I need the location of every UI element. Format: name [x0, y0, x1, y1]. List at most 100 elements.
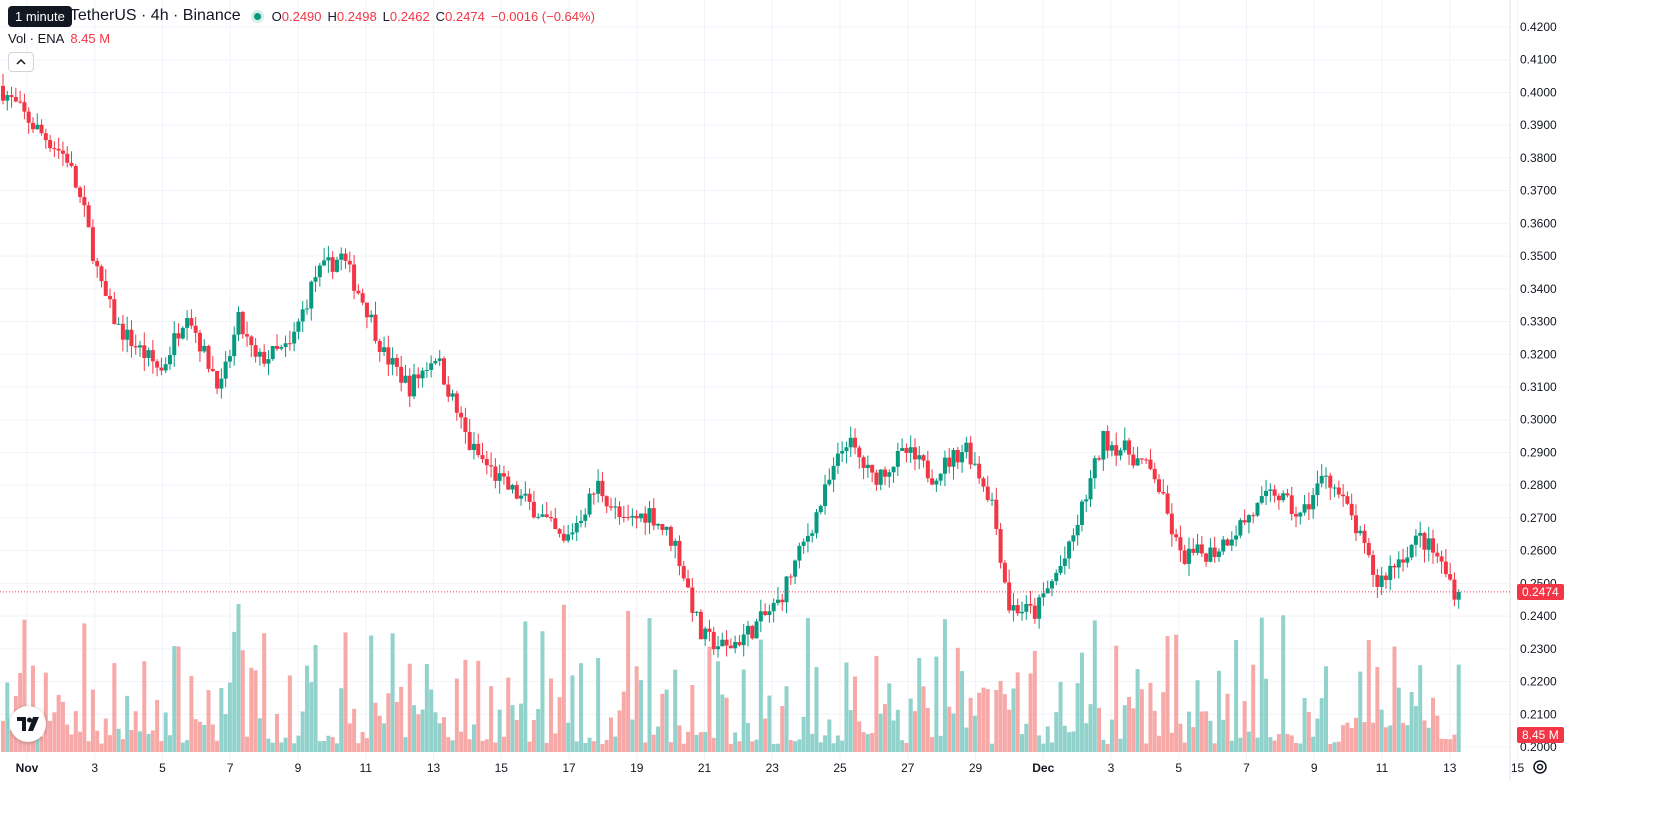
candle [26, 107, 31, 134]
volume-bar [1174, 634, 1179, 752]
candle [574, 515, 579, 542]
candle [716, 635, 721, 658]
candle [797, 542, 802, 569]
candle-body [861, 457, 866, 469]
candle [390, 347, 395, 376]
time-tick-label: 27 [901, 761, 915, 775]
collapse-legend-button[interactable] [8, 52, 34, 72]
candle-body [668, 526, 673, 546]
candle-body [1396, 559, 1401, 568]
candle-body [146, 350, 151, 358]
volume-bar [304, 665, 309, 752]
candle-body [1144, 459, 1149, 461]
gear-icon[interactable] [1530, 757, 1550, 777]
candle [476, 433, 481, 458]
volume-bar [1371, 722, 1376, 752]
candle [249, 335, 254, 358]
candle-body [827, 479, 832, 485]
candle-body [857, 447, 862, 458]
candle [865, 455, 870, 478]
volume-bar [1413, 706, 1418, 752]
market-status-dot[interactable] [250, 9, 264, 23]
candle-body [1255, 502, 1260, 516]
candle-body [707, 628, 712, 632]
candle-body [1007, 582, 1012, 611]
volume-bar [476, 660, 481, 752]
candle-body [476, 443, 481, 456]
candle-body [155, 361, 160, 368]
candle-body [459, 412, 464, 418]
volume-bar [634, 666, 639, 752]
volume-bar [930, 737, 935, 752]
candle-body [805, 535, 810, 542]
candle [1092, 455, 1097, 489]
volume-bar [69, 734, 74, 752]
volume-bar [703, 731, 708, 752]
symbol-title[interactable]: TetherUS · 4h · Binance [69, 7, 241, 24]
volume-bar [1242, 700, 1247, 752]
candle [13, 87, 18, 103]
candle [1409, 543, 1414, 561]
candle [138, 340, 143, 357]
volume-bar [523, 621, 528, 752]
candle-body [22, 102, 27, 112]
tradingview-logo-icon[interactable] [10, 706, 46, 742]
candle [1195, 533, 1200, 556]
candle [647, 500, 652, 534]
candle [1079, 499, 1084, 532]
candle-body [1306, 504, 1311, 510]
volume-bar [780, 706, 785, 752]
candle [870, 464, 875, 483]
candle [745, 620, 750, 647]
volume-bar [347, 723, 352, 752]
candle [394, 354, 399, 377]
candle-body [360, 293, 365, 303]
candle [373, 301, 378, 344]
candle [557, 527, 562, 538]
candle-body [801, 541, 806, 546]
candle [857, 445, 862, 469]
volume-bar [1002, 694, 1007, 752]
candle-body [334, 259, 339, 272]
volume-bar [814, 666, 819, 752]
candle [1311, 487, 1316, 519]
candle-body [870, 464, 875, 473]
candle-body [56, 148, 61, 151]
candle-body [638, 513, 643, 519]
candle-body [429, 363, 434, 371]
candle [1157, 473, 1162, 495]
candle-body [566, 534, 571, 541]
candle-body [651, 508, 656, 526]
volume-bar [283, 737, 288, 752]
volume-bar [985, 689, 990, 752]
volume-bar [621, 691, 626, 752]
candle-body [621, 516, 626, 518]
volume-bar [1422, 720, 1427, 752]
candle-body [13, 97, 18, 102]
candle-body [343, 253, 348, 261]
candle [412, 363, 417, 400]
volume-bar [891, 720, 896, 752]
candle-body [1366, 542, 1371, 556]
candle-body [394, 357, 399, 367]
candle [1204, 552, 1209, 567]
volume-bar [951, 713, 956, 752]
candle-body [1097, 458, 1102, 460]
volume-bar [1071, 731, 1076, 752]
volume-value-label: 8.45 M [1517, 727, 1564, 743]
candle-body [887, 472, 892, 477]
volume-bar [330, 737, 335, 752]
candle-body [681, 566, 686, 579]
candle [583, 508, 588, 528]
candle-body [1165, 493, 1170, 514]
volume-bar [1234, 640, 1239, 752]
volume-bar [771, 743, 776, 752]
candle [664, 526, 669, 536]
candle-body [741, 634, 746, 646]
volume-bar [1341, 725, 1346, 752]
candle-body [1208, 547, 1213, 562]
candle [270, 345, 275, 361]
volume-bar [262, 633, 267, 752]
candle [167, 346, 172, 370]
